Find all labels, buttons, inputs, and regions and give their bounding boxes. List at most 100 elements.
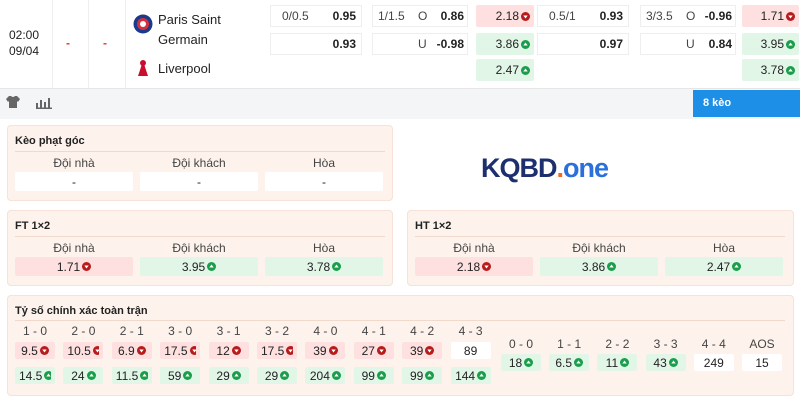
odd-cell[interactable]: 2.18 <box>476 5 534 27</box>
score-label: 3 - 2 <box>264 324 289 338</box>
odd-value: -0.96 <box>704 9 732 23</box>
section-title: Kèo phạt góc <box>15 135 85 147</box>
handicap-line: 0.5/1 <box>549 9 576 23</box>
section-title: FT 1×2 <box>15 220 51 232</box>
odd-value: 0.93 <box>332 37 356 51</box>
column-header: Đội nhà <box>53 241 95 255</box>
down-icon <box>82 262 92 271</box>
odd-value: 27 <box>361 343 375 358</box>
odd-cell[interactable]: 2.47 <box>665 257 783 276</box>
odd-cell[interactable]: 249 <box>693 354 734 371</box>
ou-label: O <box>686 9 696 23</box>
odd-cell[interactable]: 11.5 <box>111 367 152 384</box>
down-icon <box>425 346 435 355</box>
up-icon <box>207 262 217 271</box>
shirt-icon[interactable] <box>5 95 21 109</box>
odd-value: -0.98 <box>436 37 464 51</box>
odd-cell[interactable]: 3.78 <box>742 59 799 81</box>
odd-cell[interactable]: 3.95 <box>140 257 258 276</box>
odd-value: 43 <box>653 355 667 370</box>
odd-cell[interactable]: 15 <box>742 354 782 371</box>
ou-label: U <box>418 37 427 51</box>
up-icon <box>524 358 534 367</box>
odd-value: 144 <box>455 368 476 383</box>
odd-cell[interactable]: 14.5 <box>15 367 55 384</box>
odd-cell[interactable]: - <box>15 172 133 191</box>
divider <box>15 151 385 152</box>
odd-cell[interactable]: 1.71 <box>15 257 133 276</box>
odd-cell[interactable]: 39 <box>305 342 346 359</box>
column-header: Hòa <box>312 241 335 255</box>
odd-value: 17.5 <box>164 343 188 358</box>
odd-cell[interactable]: 3.86 <box>540 257 658 276</box>
odd-cell[interactable]: 9.5 <box>15 342 55 359</box>
more-odds-button[interactable]: 8 kèo <box>693 90 800 117</box>
odd-cell[interactable]: 29 <box>208 367 249 384</box>
odd-cell[interactable]: 10.5 <box>63 342 104 359</box>
odd-value: 99 <box>410 368 424 383</box>
score-label: 3 - 1 <box>216 324 241 338</box>
odd-box <box>537 5 629 27</box>
odd-value: 59 <box>168 368 182 383</box>
up-icon <box>786 39 795 49</box>
odd-value: 6.9 <box>117 343 135 358</box>
toolbar <box>0 89 800 119</box>
up-icon <box>44 371 51 380</box>
odd-cell[interactable]: 18 <box>501 354 541 371</box>
odd-cell[interactable]: 59 <box>160 367 201 384</box>
odd-cell[interactable]: 6.5 <box>549 354 590 371</box>
odd-cell[interactable]: 99 <box>402 367 443 384</box>
odd-cell[interactable]: 3.78 <box>265 257 383 276</box>
odd-cell[interactable]: 3.95 <box>742 33 799 55</box>
odd-cell[interactable]: 6.9 <box>111 342 152 359</box>
section-title: Tỷ số chính xác toàn trận <box>15 305 148 317</box>
odd-value: 18 <box>508 355 523 370</box>
down-icon <box>786 11 795 21</box>
odd-value: 17.5 <box>261 343 285 358</box>
down-icon <box>328 346 338 355</box>
column-header: Đội khách <box>172 241 226 255</box>
odd-cell[interactable]: 144 <box>450 367 491 384</box>
up-icon <box>786 65 795 75</box>
odd-cell[interactable]: 43 <box>645 354 686 371</box>
odd-value: 10.5 <box>67 343 91 358</box>
odd-cell[interactable]: 2.18 <box>415 257 533 276</box>
odd-cell[interactable]: 17.5 <box>160 342 201 359</box>
score-label: AOS <box>749 337 775 351</box>
score-label: 4 - 4 <box>701 337 726 351</box>
odd-box <box>270 33 362 55</box>
down-icon <box>376 346 386 355</box>
odd-cell[interactable]: - <box>140 172 258 191</box>
odd-cell[interactable]: 39 <box>402 342 443 359</box>
odd-value: - <box>72 174 76 189</box>
odd-cell[interactable]: 12 <box>208 342 249 359</box>
up-icon <box>620 358 630 367</box>
odd-cell[interactable]: 99 <box>353 367 394 384</box>
up-icon <box>231 371 241 380</box>
logo-dot: . <box>556 153 564 183</box>
logo-main: KQBD <box>481 153 557 183</box>
odd-cell[interactable]: 2.47 <box>476 59 534 81</box>
odd-value: 1.71 <box>56 259 81 274</box>
odd-cell[interactable]: 29 <box>257 367 297 384</box>
score-label: 2 - 0 <box>71 324 96 338</box>
odd-value: 3.95 <box>760 37 784 51</box>
odd-cell[interactable]: 204 <box>305 367 346 384</box>
odd-cell[interactable]: 27 <box>353 342 394 359</box>
odd-cell[interactable]: 3.86 <box>476 33 534 55</box>
odd-cell[interactable]: 1.71 <box>742 5 799 27</box>
odd-cell[interactable]: 24 <box>63 367 104 384</box>
stats-icon[interactable] <box>35 95 53 109</box>
score-label: 4 - 3 <box>458 324 483 338</box>
down-icon <box>39 346 49 355</box>
odd-value: 2.18 <box>495 9 519 23</box>
odd-cell[interactable]: 17.5 <box>257 342 297 359</box>
odd-value: 6.5 <box>555 355 573 370</box>
odd-cell[interactable]: 11 <box>597 354 638 371</box>
odd-cell[interactable]: 89 <box>450 342 491 359</box>
odd-value: 89 <box>463 343 478 358</box>
odd-cell[interactable]: - <box>265 172 383 191</box>
score-label: 2 - 2 <box>605 337 630 351</box>
away-team: Liverpool <box>158 61 211 76</box>
score-label: 4 - 1 <box>361 324 386 338</box>
